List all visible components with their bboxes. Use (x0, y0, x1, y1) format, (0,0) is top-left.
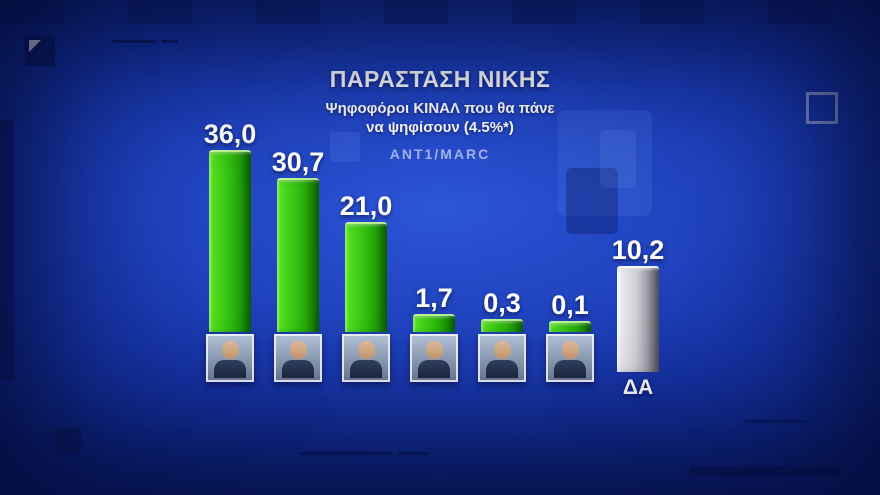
bar (617, 266, 659, 372)
photo-head-silhouette (357, 341, 375, 359)
bar-value-label: 36,0 (203, 119, 257, 149)
corner-square-bottom-left (55, 428, 81, 454)
photo-torso-silhouette (486, 360, 518, 378)
deco-line-top-2 (162, 40, 178, 43)
deco-band-bottom-right (690, 466, 840, 476)
bar-value-label: 21,0 (339, 191, 393, 221)
candidate-photo (546, 334, 594, 382)
bar-chart: 36,0 30,7 21,0 1,7 0,3 0,1 10,2 ΔΑ (196, 118, 672, 400)
outline-square-top-right (806, 92, 838, 124)
deco-line-bottom-1 (300, 452, 392, 455)
bar (549, 321, 591, 332)
bar (209, 150, 251, 332)
bar-column: 30,7 (264, 118, 332, 400)
bar (481, 319, 523, 332)
chart-title: ΠΑΡΑΣΤΑΣΗ ΝΙΚΗΣ (329, 66, 551, 92)
photo-torso-silhouette (214, 360, 246, 378)
bar-column: 1,7 (400, 118, 468, 400)
bar-column: 0,1 (536, 118, 604, 400)
bar-column: 36,0 (196, 118, 264, 400)
bar-value-label: 30,7 (271, 147, 325, 177)
bar-column: 10,2 ΔΑ (604, 118, 672, 400)
photo-torso-silhouette (350, 360, 382, 378)
chart-subtitle-line1: Ψηφοφόροι ΚΙΝΑΛ που θα πάνε (325, 100, 555, 117)
candidate-photo (478, 334, 526, 382)
bar-column: 21,0 (332, 118, 400, 400)
corner-square-top-left (25, 36, 55, 66)
bar-value-label: 10,2 (611, 235, 665, 265)
photo-head-silhouette (493, 341, 511, 359)
bar (345, 222, 387, 332)
photo-torso-silhouette (282, 360, 314, 378)
deco-line-top-1 (112, 40, 156, 43)
photo-head-silhouette (425, 341, 443, 359)
deco-band-left (0, 120, 14, 380)
bar-value-label: 0,3 (483, 288, 521, 318)
bar-value-label: 0,1 (551, 290, 589, 320)
photo-head-silhouette (289, 341, 307, 359)
photo-head-silhouette (221, 341, 239, 359)
bar (277, 178, 319, 332)
bar-value-label: 1,7 (415, 283, 453, 313)
photo-torso-silhouette (418, 360, 450, 378)
photo-head-silhouette (561, 341, 579, 359)
candidate-photo (274, 334, 322, 382)
bar (413, 314, 455, 332)
candidate-photo (206, 334, 254, 382)
candidate-photo (342, 334, 390, 382)
triangle-icon (29, 40, 41, 52)
source-label: ANT1/MARC (389, 146, 491, 162)
deco-line-bottom-2 (398, 452, 428, 455)
deco-line-bottom-right (744, 420, 806, 423)
top-mosaic-band (0, 0, 880, 24)
bar-below-label: ΔΑ (622, 376, 654, 399)
bar-column: 0,3 (468, 118, 536, 400)
candidate-photo (410, 334, 458, 382)
photo-torso-silhouette (554, 360, 586, 378)
chart-subtitle-line2: να ψηφίσουν (4.5%*) (366, 119, 514, 136)
chart-header: ΠΑΡΑΣΤΑΣΗ ΝΙΚΗΣ Ψηφοφόροι ΚΙΝΑΛ που θα π… (140, 66, 740, 162)
